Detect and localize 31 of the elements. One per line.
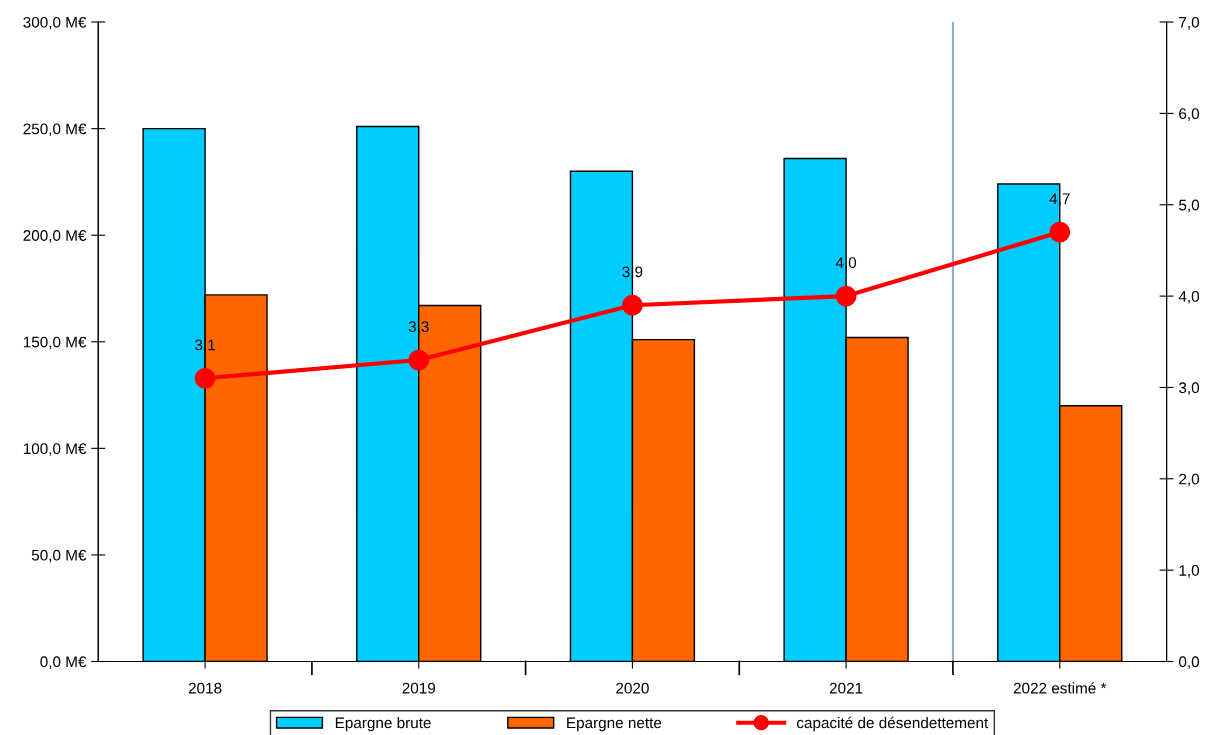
y2-tick-label: 1,0 xyxy=(1179,565,1200,578)
point xyxy=(1049,221,1071,243)
x-tick-label: 2018 xyxy=(188,682,222,694)
y-tick-label: 150,0 M€ xyxy=(23,336,87,350)
y-tick-label: 0,0 M€ xyxy=(40,656,87,669)
y-tick-label: 300,0 M€ xyxy=(23,16,87,30)
y2-tick-label: 4,0 xyxy=(1178,290,1200,304)
y2-tick-label: 0,0 xyxy=(1179,656,1200,669)
point xyxy=(835,285,857,307)
y-tick-label: 200,0 M€ xyxy=(23,230,87,243)
point xyxy=(194,367,216,389)
y2-tick-label: 2,0 xyxy=(1179,473,1200,487)
data-label: 3,1 xyxy=(195,339,215,353)
x-tick-label: 2022 estimé * xyxy=(1013,682,1107,694)
point xyxy=(408,349,430,371)
legend-label: Epargne nette xyxy=(567,717,662,732)
point xyxy=(622,294,643,316)
legend-label: Epargne brute xyxy=(335,716,431,732)
y2-tick-label: 7,0 xyxy=(1179,16,1200,30)
legend-label: capacité de désendettement xyxy=(796,716,989,732)
x-tick-label: 2020 xyxy=(616,682,649,694)
y-tick-label: 100,0 M€ xyxy=(23,443,87,456)
y2-tick-label: 3,0 xyxy=(1178,382,1200,395)
y-tick-label: 250,0 M€ xyxy=(23,123,87,137)
x-tick-label: 2019 xyxy=(402,682,436,694)
y2-tick-label: 5,0 xyxy=(1179,199,1200,213)
data-label: 4,0 xyxy=(835,257,857,270)
y-tick-label: 50,0 M€ xyxy=(31,549,87,563)
x-tick-label: 2021 xyxy=(829,682,863,694)
data-label: 3,3 xyxy=(408,321,429,334)
y2-tick-label: 6,0 xyxy=(1179,108,1200,121)
